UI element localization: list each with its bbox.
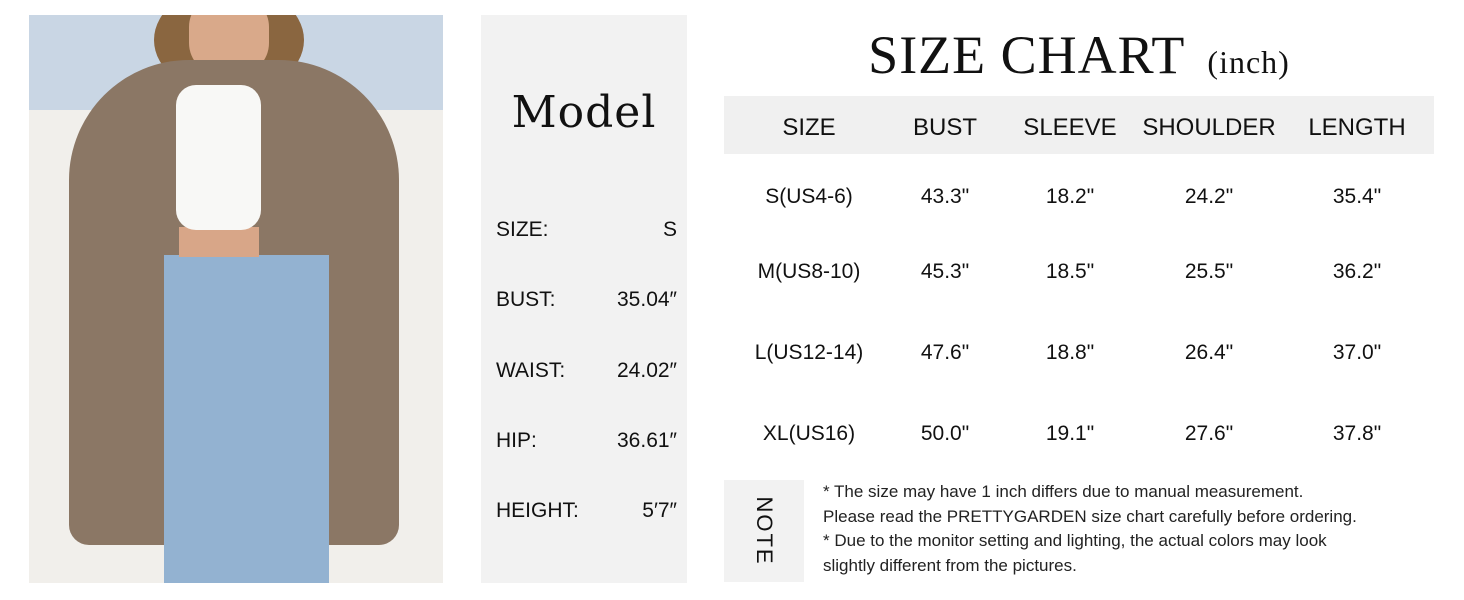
table-cell: S(US4-6) [765, 185, 853, 208]
value: 24.02″ [617, 359, 677, 382]
table-cell: XL(US16) [762, 422, 856, 445]
model-row: BUST: 35.04″ [496, 288, 677, 312]
size-chart-title: SIZE CHART (inch) [724, 24, 1434, 86]
model-title: Model [511, 87, 657, 138]
label: HEIGHT: [496, 499, 579, 522]
column-header: SHOULDER [1142, 114, 1276, 141]
table-cell: 27.6" [1184, 422, 1234, 445]
model-row: HEIGHT: 5′7″ [496, 499, 677, 523]
note-label: NOTE [752, 496, 777, 566]
label: BUST: [496, 288, 556, 311]
table-cell: L(US12-14) [754, 341, 864, 364]
table-cell: 43.3" [920, 185, 970, 208]
title-text: SIZE CHART [868, 25, 1186, 85]
table-cell: 18.5" [1045, 260, 1095, 283]
table-cell: 19.1" [1045, 422, 1095, 445]
table-cell: 18.8" [1045, 341, 1095, 364]
table-cell: 47.6" [920, 341, 970, 364]
note-line: * Due to the monitor setting and lightin… [823, 531, 1327, 550]
table-cell: 37.8" [1332, 422, 1382, 445]
model-row: SIZE: S [496, 218, 677, 242]
table-cell: 24.2" [1184, 185, 1234, 208]
value: 5′7″ [642, 499, 677, 522]
column-header: SIZE [782, 114, 836, 141]
table-cell: 25.5" [1184, 260, 1234, 283]
note-text: * The size may have 1 inch differs due t… [823, 480, 1357, 578]
column-header: LENGTH [1308, 114, 1406, 141]
note-line: * The size may have 1 inch differs due t… [823, 482, 1304, 501]
note-label-box: NOTE [724, 480, 804, 582]
model-row: HIP: 36.61″ [496, 429, 677, 453]
table-cell: 50.0" [920, 422, 970, 445]
table-header [724, 96, 1434, 154]
model-panel: Model SIZE: S BUST: 35.04″ WAIST: 24.02″ HI… [481, 15, 687, 583]
label: WAIST: [496, 359, 566, 382]
table-cell: 18.2" [1045, 185, 1095, 208]
product-photo [29, 15, 443, 583]
table-cell: M(US8-10) [757, 260, 861, 283]
label: SIZE: [496, 218, 549, 241]
table-cell: 36.2" [1332, 260, 1382, 283]
table-cell: 37.0" [1332, 341, 1382, 364]
column-header: SLEEVE [1023, 114, 1117, 141]
value: S [662, 218, 677, 241]
note-line: Please read the PRETTYGARDEN size chart … [823, 506, 1357, 526]
label: HIP: [496, 429, 537, 452]
value: 35.04″ [617, 288, 677, 311]
note-line: slightly different from the pictures. [823, 555, 1077, 575]
table-cell: 26.4" [1184, 341, 1234, 364]
table-cell: 35.4" [1332, 185, 1382, 208]
model-row: WAIST: 24.02″ [496, 359, 677, 383]
table-cell: 45.3" [920, 260, 970, 283]
column-header: BUST [912, 114, 978, 141]
unit-text: (inch) [1207, 44, 1290, 80]
value: 36.61″ [617, 429, 677, 452]
